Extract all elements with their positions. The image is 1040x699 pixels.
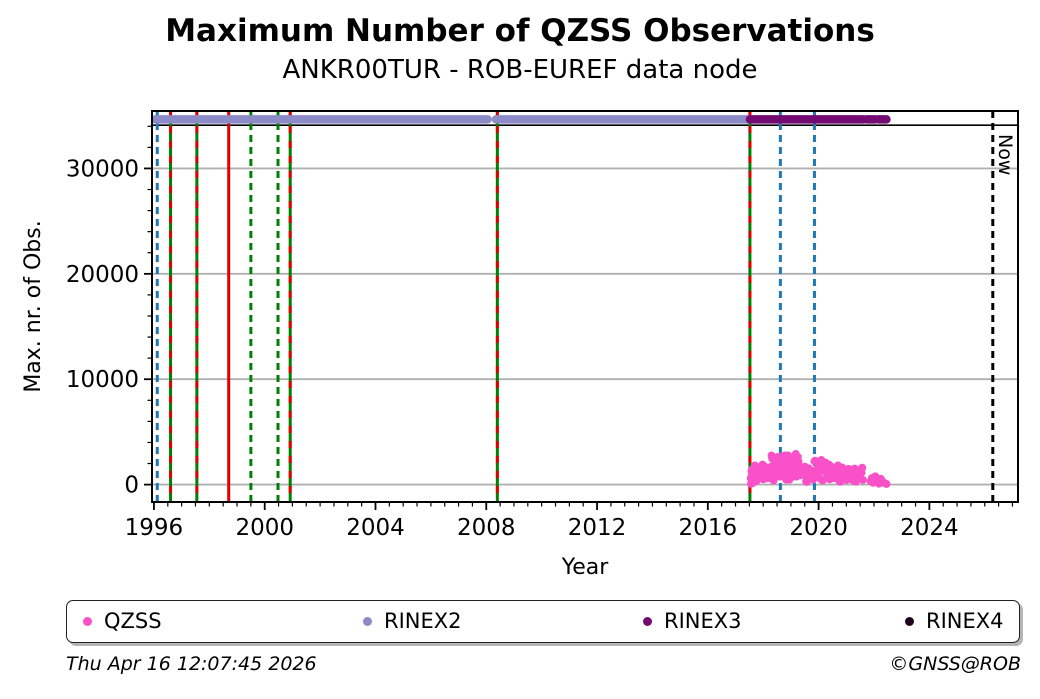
chart-subtitle: ANKR00TUR - ROB-EUREF data node	[282, 55, 758, 85]
chart-title: Maximum Number of QZSS Observations	[165, 13, 875, 49]
point-qzss	[758, 460, 767, 469]
point-qzss	[777, 452, 786, 461]
x-tick-label: 2000	[235, 515, 294, 541]
now-label: Now	[994, 134, 1016, 175]
legend-swatch-rinex3	[643, 617, 652, 626]
y-tick-label: 10000	[66, 367, 139, 393]
legend-item-rinex3: RINEX3	[643, 601, 742, 642]
point-qzss	[841, 475, 850, 484]
point-qzss	[882, 479, 891, 488]
point-qzss	[858, 463, 867, 472]
point-qzss	[775, 471, 784, 480]
legend-item-qzss: QZSS	[83, 601, 162, 642]
legend-label-qzss: QZSS	[104, 609, 162, 633]
point-qzss	[783, 474, 792, 483]
point-qzss	[791, 450, 800, 459]
legend: QZSS RINEX2 RINEX3 RINEX4	[66, 600, 1020, 643]
x-tick-label: 1996	[125, 515, 184, 541]
point-qzss	[748, 479, 757, 488]
x-tick-label: 2012	[568, 515, 627, 541]
legend-item-rinex2: RINEX2	[363, 601, 462, 642]
point-qzss	[766, 462, 775, 471]
x-tick-label: 2016	[679, 515, 738, 541]
point-qzss	[855, 472, 864, 481]
legend-label-rinex4: RINEX4	[926, 609, 1004, 633]
x-axis-label: Year	[561, 555, 610, 580]
legend-item-rinex4: RINEX4	[905, 601, 1004, 642]
y-tick-label: 0	[124, 473, 139, 499]
point-qzss	[849, 476, 858, 485]
legend-label-rinex2: RINEX2	[384, 609, 462, 633]
x-tick-label: 2004	[346, 515, 405, 541]
legend-swatch-rinex2	[363, 617, 372, 626]
point-qzss	[808, 474, 817, 483]
point-qzss	[811, 456, 820, 465]
point-qzss	[794, 457, 803, 466]
y-axis-label: Max. nr. of Obs.	[21, 220, 46, 392]
point-qzss	[824, 460, 833, 469]
x-tick-label: 2020	[789, 515, 848, 541]
point-qzss	[769, 476, 778, 485]
x-tick-label: 2008	[457, 515, 516, 541]
point-qzss	[772, 458, 781, 467]
plot-frame	[151, 110, 1019, 503]
y-tick-label: 20000	[66, 262, 139, 288]
y-tick-label: 30000	[66, 156, 139, 182]
footer-credit: ©GNSS@ROB	[889, 653, 1021, 675]
point-qzss	[816, 475, 825, 484]
point-qzss	[752, 464, 761, 473]
legend-label-rinex3: RINEX3	[664, 609, 742, 633]
x-tick-label: 2024	[900, 515, 959, 541]
point-qzss	[822, 468, 831, 477]
point-qzss	[786, 456, 795, 465]
legend-swatch-rinex4	[905, 617, 914, 626]
legend-swatch-qzss	[83, 617, 92, 626]
point-qzss	[780, 460, 789, 469]
point-qzss	[805, 466, 814, 475]
footer-timestamp: Thu Apr 16 12:07:45 2026	[66, 653, 317, 675]
